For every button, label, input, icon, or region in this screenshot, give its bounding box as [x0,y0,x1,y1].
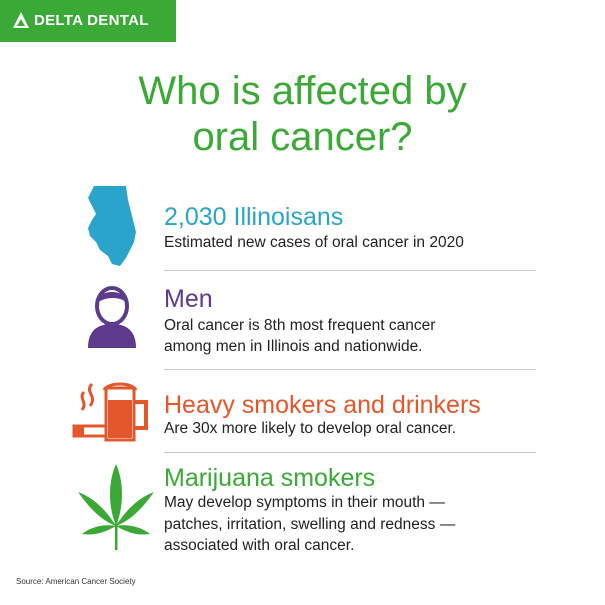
item-description: Are 30x more likely to develop oral canc… [164,420,457,437]
smoke-drink-icon [72,382,148,442]
title-line: oral cancer? [192,115,413,159]
item-description: associated with oral cancer. [164,537,355,554]
item-description: Oral cancer is 8th most frequent cancer [164,317,436,334]
item-heading: Marijuana smokers [164,464,376,492]
logo-mark [13,12,29,28]
item-heading: Heavy smokers and drinkers [164,391,481,419]
divider [164,369,536,370]
item-heading: 2,030 Illinoisans [164,203,344,231]
logo: DELTA DENTAL [0,0,176,42]
leaf-icon [78,464,154,550]
divider [164,270,536,271]
item-description: Estimated new cases of oral cancer in 20… [164,234,464,251]
item-description: among men in Illinois and nationwide. [164,338,423,355]
item-heading: Men [164,285,213,313]
illinois-icon [88,186,136,266]
title-line: Who is affected by [138,69,467,113]
person-icon [88,286,136,348]
logo-text: DELTA DENTAL [34,12,149,29]
divider [164,452,536,453]
item-description: patches, irritation, swelling and rednes… [164,516,456,533]
item-description: May develop symptoms in their mouth — [164,494,445,511]
source-note: Source: American Cancer Society [16,577,136,586]
